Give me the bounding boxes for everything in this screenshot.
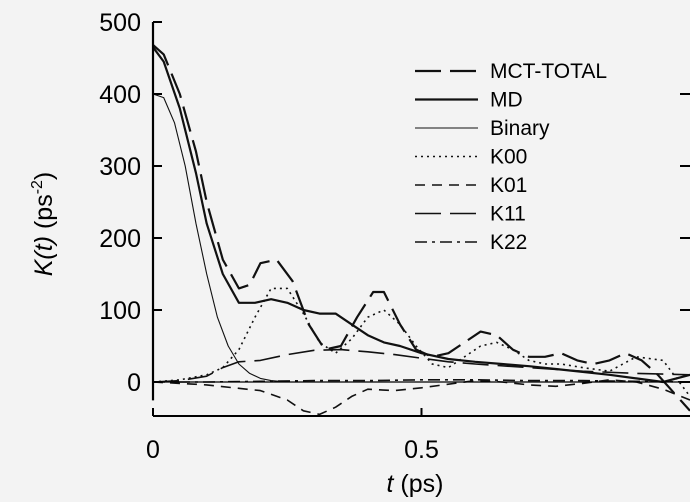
series-line-k00 xyxy=(152,287,690,397)
series-line-k11 xyxy=(152,348,690,383)
x-tick-label: 0.5 xyxy=(404,436,439,464)
y-tick-label: 100 xyxy=(99,297,141,325)
y-tick-label: 500 xyxy=(99,9,141,37)
series-line-k22 xyxy=(153,379,690,383)
y-tick-label: 0 xyxy=(127,369,141,397)
y-tick-label: 300 xyxy=(99,153,141,181)
x-tick-label: 0 xyxy=(146,436,160,464)
legend-label: MD xyxy=(490,89,523,112)
y-tick-label: 200 xyxy=(99,225,141,253)
y-axis-label: K(t) (ps-2) xyxy=(29,172,58,277)
legend-label: Binary xyxy=(490,117,550,140)
legend-label: K00 xyxy=(490,146,527,169)
legend-label: MCT-TOTAL xyxy=(490,60,607,83)
series-line-mct-total xyxy=(152,44,690,412)
legend-label: K22 xyxy=(490,231,527,254)
legend-label: K01 xyxy=(490,174,527,197)
y-tick-label: 400 xyxy=(99,81,141,109)
x-axis-label: t (ps) xyxy=(387,470,444,498)
legend-label: K11 xyxy=(490,203,526,226)
